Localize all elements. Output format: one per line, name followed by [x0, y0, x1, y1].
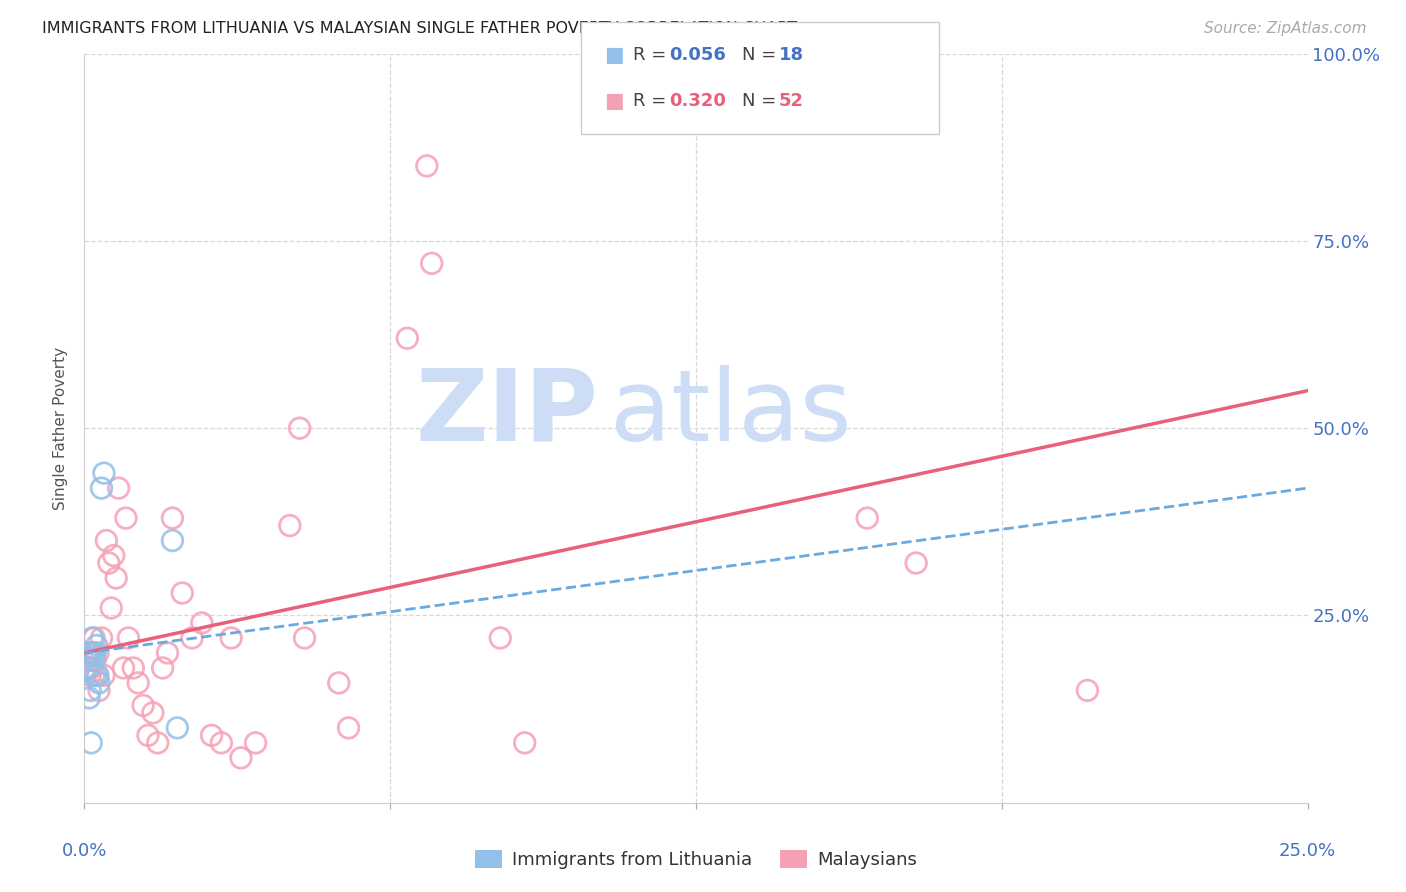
Point — [420, 256, 443, 270]
Point — [87, 646, 110, 660]
Point — [905, 556, 928, 570]
Point — [112, 661, 135, 675]
Point — [209, 736, 232, 750]
Point — [229, 751, 252, 765]
Point — [82, 631, 104, 645]
Point — [77, 653, 100, 667]
Point — [105, 571, 128, 585]
Text: IMMIGRANTS FROM LITHUANIA VS MALAYSIAN SINGLE FATHER POVERTY CORRELATION CHART: IMMIGRANTS FROM LITHUANIA VS MALAYSIAN S… — [42, 21, 797, 36]
Text: 25.0%: 25.0% — [1279, 842, 1336, 860]
Point — [489, 631, 512, 645]
Point — [100, 601, 122, 615]
Point — [294, 631, 316, 645]
Point — [152, 661, 174, 675]
Point — [513, 736, 536, 750]
Point — [87, 668, 110, 682]
Point — [856, 511, 879, 525]
Point — [83, 668, 105, 682]
Point — [82, 646, 104, 660]
Text: ZIP: ZIP — [415, 365, 598, 462]
Text: 0.0%: 0.0% — [62, 842, 107, 860]
Point — [191, 615, 214, 630]
Point — [162, 511, 184, 525]
Point — [90, 631, 112, 645]
Point — [77, 690, 100, 705]
Text: ■: ■ — [605, 91, 624, 111]
Point — [84, 653, 107, 667]
Point — [103, 549, 125, 563]
Point — [82, 653, 104, 667]
Point — [136, 728, 159, 742]
Point — [87, 683, 110, 698]
Point — [172, 586, 194, 600]
Point — [245, 736, 267, 750]
Point — [77, 661, 100, 675]
Text: R =: R = — [633, 46, 672, 64]
Point — [219, 631, 242, 645]
Point — [77, 646, 100, 660]
Text: Source: ZipAtlas.com: Source: ZipAtlas.com — [1204, 21, 1367, 36]
Point — [79, 683, 101, 698]
Point — [107, 481, 129, 495]
Point — [96, 533, 118, 548]
Text: N =: N = — [742, 92, 782, 110]
Text: ■: ■ — [605, 45, 624, 65]
Point — [76, 646, 98, 660]
Point — [132, 698, 155, 713]
Point — [288, 421, 311, 435]
Text: 52: 52 — [779, 92, 804, 110]
Point — [337, 721, 360, 735]
Point — [181, 631, 204, 645]
Point — [90, 481, 112, 495]
Y-axis label: Single Father Poverty: Single Father Poverty — [53, 347, 69, 509]
Point — [80, 661, 103, 675]
Text: atlas: atlas — [610, 365, 852, 462]
Point — [97, 556, 120, 570]
Text: N =: N = — [742, 46, 782, 64]
Point — [93, 466, 115, 480]
Text: 0.320: 0.320 — [669, 92, 725, 110]
Point — [83, 631, 105, 645]
Point — [80, 646, 103, 660]
Point — [93, 668, 115, 682]
Point — [87, 676, 110, 690]
Point — [278, 518, 301, 533]
Point — [76, 646, 98, 660]
Text: 18: 18 — [779, 46, 804, 64]
Point — [142, 706, 165, 720]
Point — [115, 511, 138, 525]
Point — [127, 676, 149, 690]
Point — [200, 728, 222, 742]
Point — [156, 646, 179, 660]
Point — [86, 668, 108, 682]
Point — [77, 661, 100, 675]
Point — [146, 736, 169, 750]
Legend: Immigrants from Lithuania, Malaysians: Immigrants from Lithuania, Malaysians — [467, 842, 925, 876]
Point — [79, 668, 101, 682]
Point — [86, 639, 108, 653]
Point — [84, 646, 107, 660]
Point — [122, 661, 145, 675]
Point — [162, 533, 184, 548]
Point — [80, 736, 103, 750]
Point — [117, 631, 139, 645]
Text: R =: R = — [633, 92, 672, 110]
Point — [328, 676, 350, 690]
Point — [416, 159, 439, 173]
Text: 0.056: 0.056 — [669, 46, 725, 64]
Point — [166, 721, 188, 735]
Point — [396, 331, 419, 345]
Point — [1076, 683, 1098, 698]
